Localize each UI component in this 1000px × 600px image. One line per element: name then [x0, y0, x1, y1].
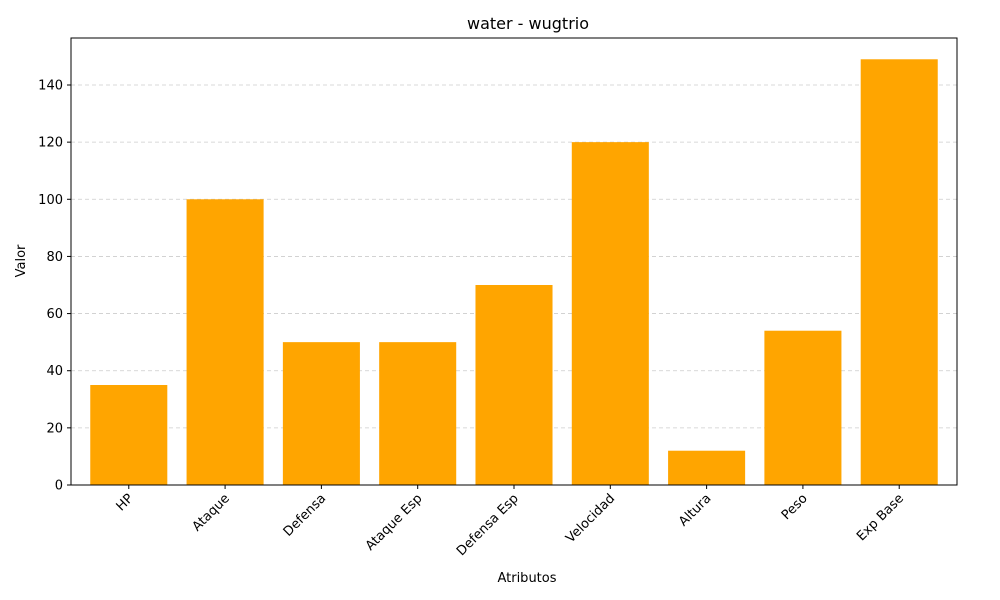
- bar: [282, 342, 360, 485]
- chart-title: water - wugtrio: [467, 14, 589, 33]
- x-tick-label: Defensa Esp: [454, 491, 522, 559]
- y-tick-label: 140: [38, 79, 63, 94]
- bars: [90, 59, 938, 486]
- x-tick-label: Defensa: [281, 491, 329, 539]
- y-tick-label: 60: [46, 307, 63, 322]
- bar: [764, 330, 842, 485]
- x-tick-label: Peso: [779, 491, 811, 523]
- y-axis-ticks: 0 20 40 60 80 100 120 140: [38, 79, 71, 494]
- x-axis-label: Atributos: [497, 571, 556, 586]
- bar: [379, 342, 457, 485]
- bar: [186, 199, 264, 486]
- y-tick-label: 0: [55, 479, 63, 494]
- x-tick-label: Altura: [676, 491, 714, 529]
- x-axis-ticks: HP Ataque Defensa Ataque Esp Defensa Esp Velo…: [114, 485, 907, 559]
- y-tick-label: 80: [46, 250, 63, 265]
- x-tick-label: Ataque Esp: [363, 491, 426, 554]
- y-tick-label: 20: [46, 421, 63, 436]
- x-tick-label: Exp Base: [854, 491, 907, 544]
- bar: [571, 142, 649, 485]
- y-tick-label: 40: [46, 364, 63, 379]
- bar: [860, 59, 938, 486]
- x-tick-label: HP: [114, 491, 137, 514]
- bar: [668, 450, 746, 485]
- x-tick-label: Ataque: [190, 491, 233, 534]
- y-axis-label: Valor: [14, 244, 29, 277]
- bar: [90, 385, 168, 485]
- bar: [475, 285, 553, 485]
- x-tick-label: Velocidad: [563, 491, 618, 546]
- y-tick-label: 100: [38, 193, 63, 208]
- y-tick-label: 120: [38, 136, 63, 151]
